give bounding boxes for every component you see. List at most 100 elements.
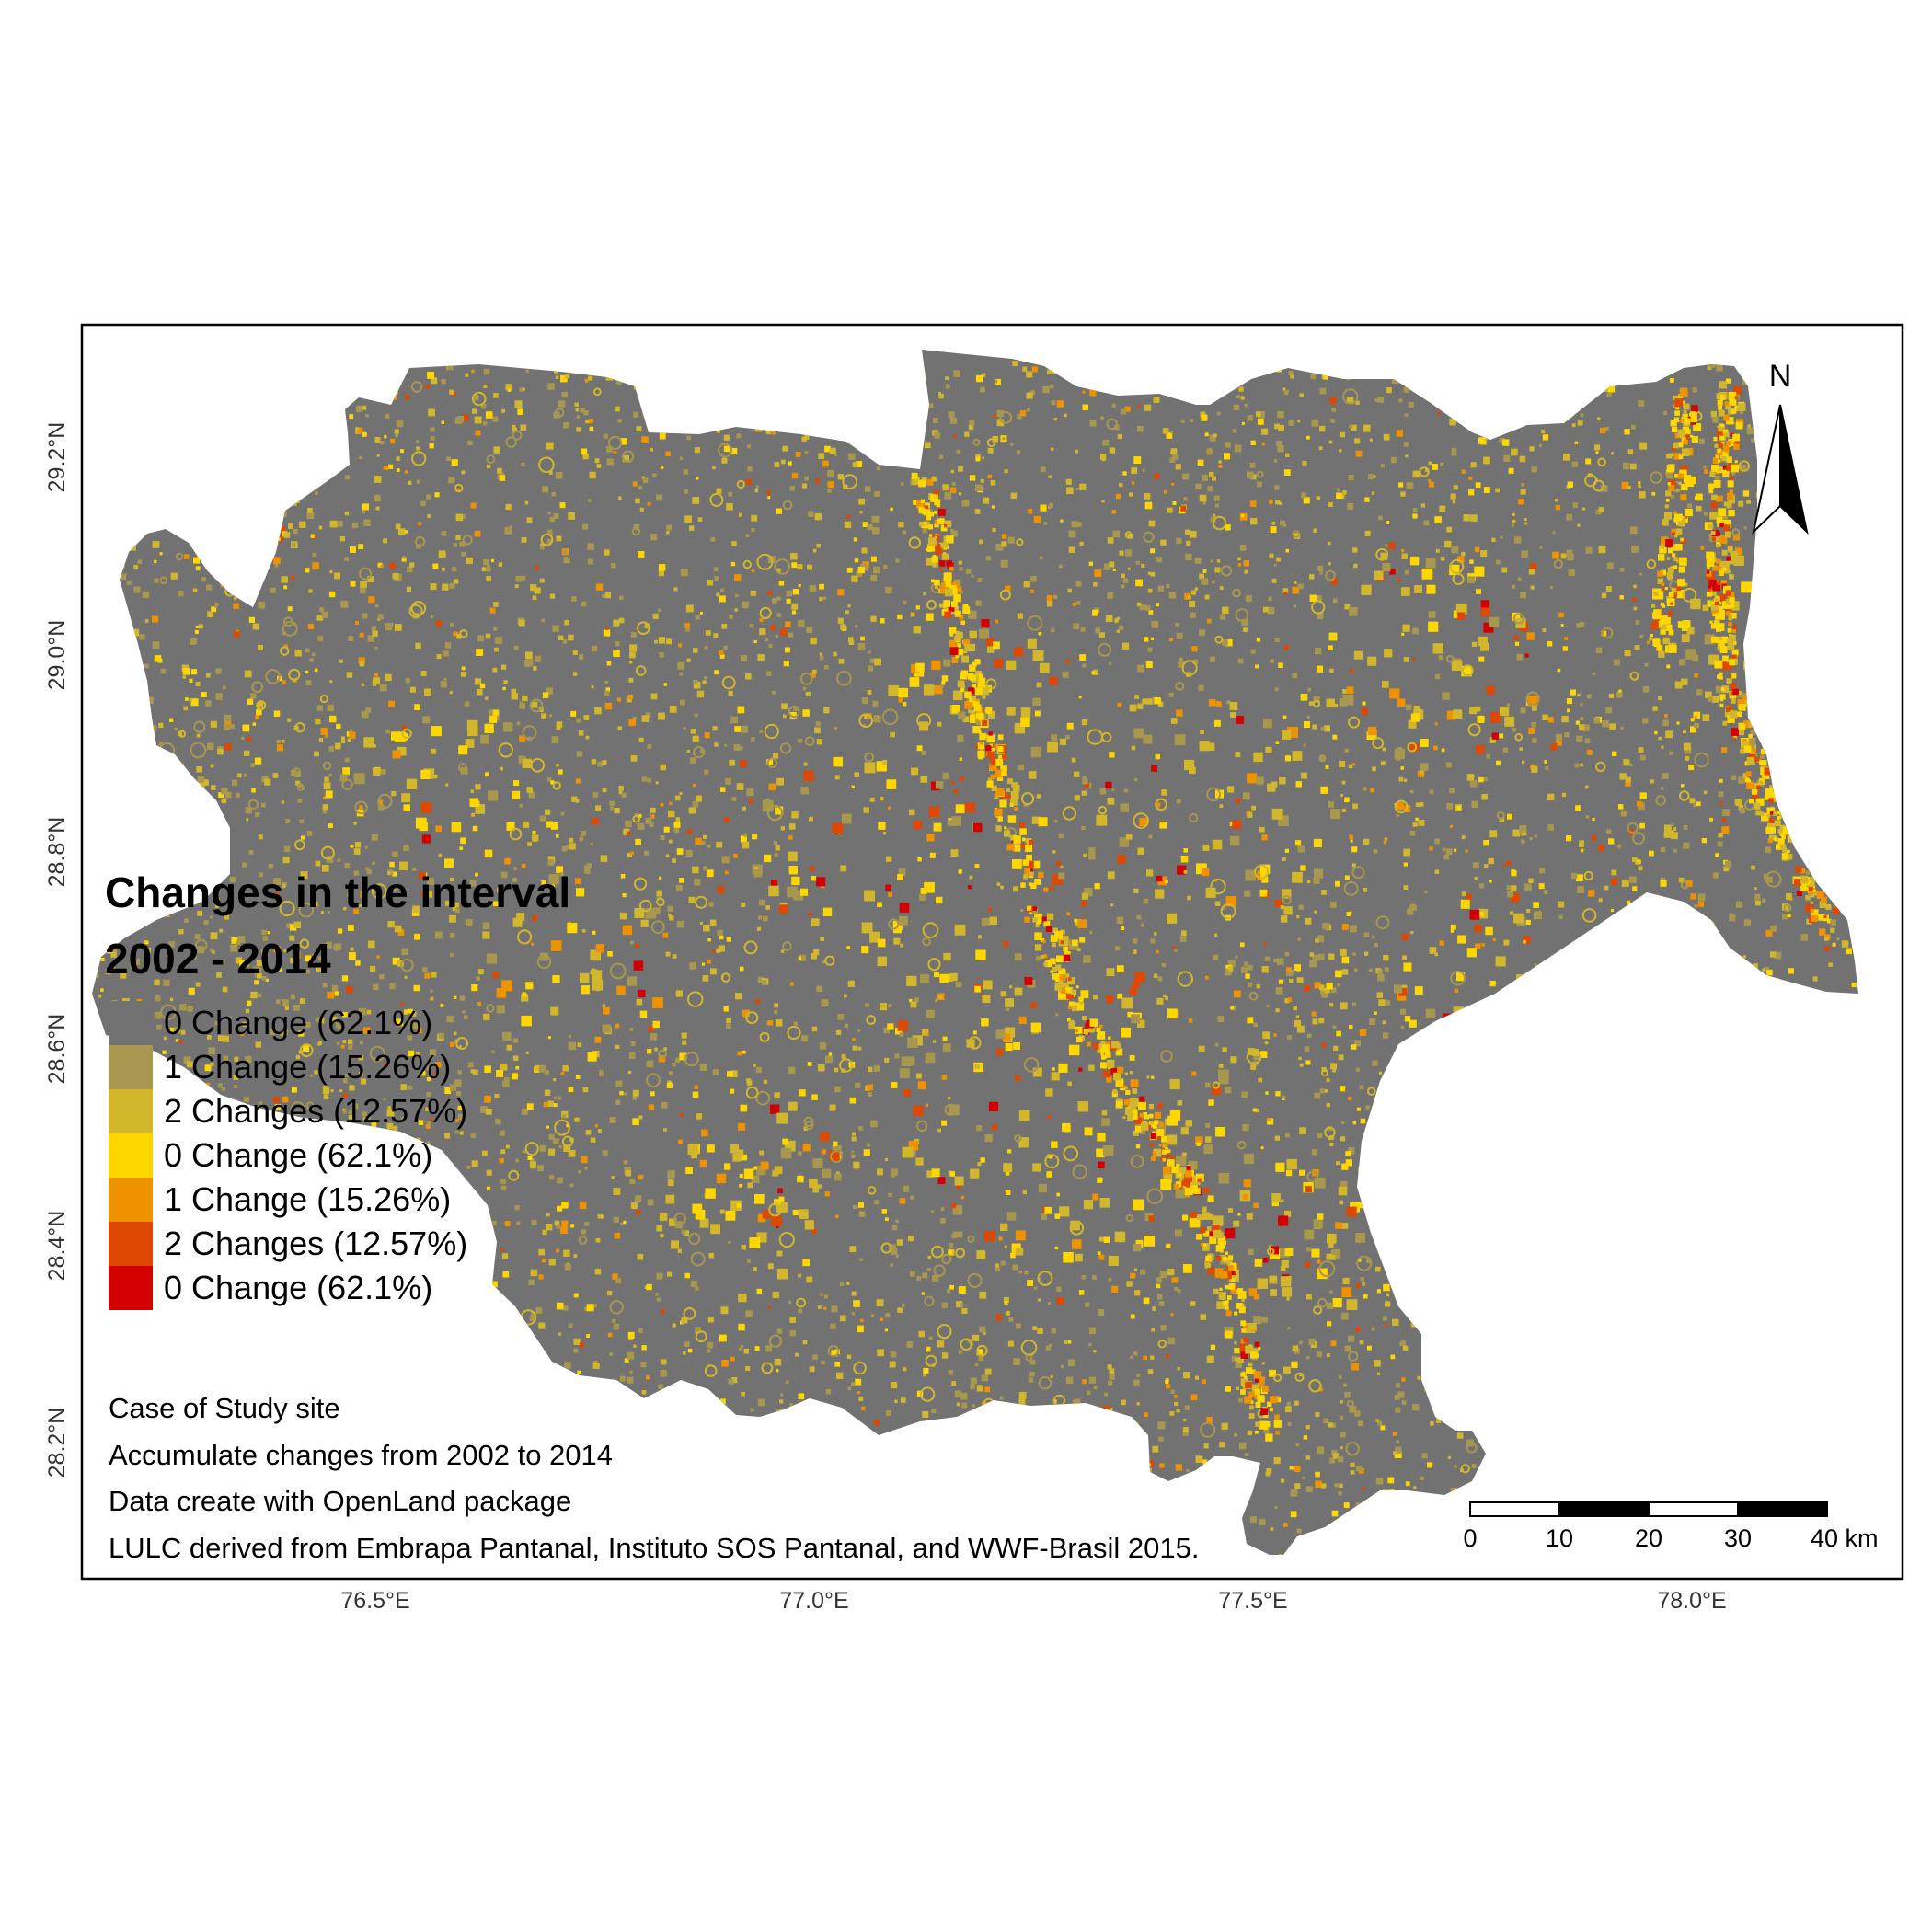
change-pixel bbox=[555, 375, 559, 379]
change-pixel bbox=[668, 839, 673, 844]
change-pixel bbox=[247, 490, 252, 495]
change-pixel bbox=[1083, 853, 1087, 858]
change-pixel bbox=[1287, 997, 1292, 1002]
change-pixel bbox=[1547, 1359, 1553, 1364]
change-pixel bbox=[210, 1062, 214, 1067]
change-pixel bbox=[1643, 1114, 1650, 1121]
change-pixel bbox=[774, 1092, 780, 1098]
change-pixel bbox=[1531, 410, 1538, 418]
change-pixel bbox=[1581, 1561, 1589, 1569]
change-pixel bbox=[193, 832, 200, 838]
change-pixel bbox=[1329, 1457, 1336, 1464]
change-pixel bbox=[628, 719, 636, 727]
change-pixel bbox=[490, 1398, 498, 1406]
change-pixel bbox=[811, 1228, 817, 1234]
change-pixel bbox=[144, 663, 149, 669]
change-pixel bbox=[984, 1133, 993, 1143]
change-pixel bbox=[1547, 793, 1555, 801]
change-pixel bbox=[305, 969, 310, 974]
change-pixel bbox=[1501, 1455, 1506, 1459]
change-pixel bbox=[899, 1068, 910, 1079]
change-pixel bbox=[1572, 1066, 1577, 1071]
change-pixel bbox=[1171, 1277, 1178, 1283]
change-pixel bbox=[1809, 592, 1814, 598]
change-pixel bbox=[685, 604, 694, 613]
change-pixel bbox=[685, 1475, 693, 1482]
change-pixel bbox=[1321, 991, 1328, 998]
change-pixel bbox=[631, 632, 637, 638]
change-pixel bbox=[1481, 794, 1488, 800]
change-pixel bbox=[422, 716, 431, 724]
change-pixel bbox=[1213, 495, 1220, 501]
change-pixel bbox=[966, 1039, 975, 1048]
change-pixel bbox=[1192, 659, 1199, 665]
change-pixel bbox=[1348, 475, 1354, 480]
change-pixel bbox=[126, 368, 132, 375]
change-pixel bbox=[1475, 744, 1485, 754]
change-pixel bbox=[996, 409, 1005, 418]
change-pixel bbox=[1442, 1288, 1447, 1294]
change-pixel bbox=[672, 954, 677, 959]
change-pixel bbox=[1362, 1487, 1365, 1490]
change-pixel bbox=[1328, 801, 1334, 808]
change-pixel bbox=[1489, 361, 1495, 368]
change-pixel bbox=[740, 1104, 748, 1112]
change-pixel bbox=[742, 601, 749, 609]
change-pixel bbox=[513, 780, 520, 787]
change-pixel bbox=[676, 920, 684, 928]
change-pixel bbox=[379, 1317, 384, 1322]
change-pixel bbox=[1099, 1024, 1103, 1029]
change-pixel bbox=[1819, 1401, 1824, 1408]
change-pixel bbox=[989, 916, 997, 925]
change-pixel bbox=[402, 725, 408, 730]
change-pixel bbox=[920, 888, 927, 894]
change-pixel bbox=[357, 427, 363, 433]
change-pixel bbox=[1591, 1149, 1596, 1156]
change-pixel bbox=[707, 1408, 714, 1414]
change-pixel bbox=[1016, 1438, 1019, 1442]
change-pixel bbox=[638, 485, 642, 490]
change-pixel bbox=[949, 487, 957, 494]
change-pixel bbox=[1252, 1108, 1257, 1112]
change-pixel bbox=[1769, 1374, 1774, 1379]
change-pixel bbox=[1461, 891, 1466, 896]
change-pixel bbox=[387, 622, 394, 628]
change-pixel bbox=[1697, 893, 1706, 902]
change-pixel bbox=[1850, 997, 1856, 1004]
change-pixel bbox=[343, 907, 347, 911]
change-pixel bbox=[455, 1119, 459, 1122]
change-pixel bbox=[130, 657, 136, 662]
change-pixel bbox=[442, 583, 449, 591]
change-pixel bbox=[1514, 1123, 1521, 1130]
change-pixel bbox=[1325, 765, 1329, 769]
change-pixel bbox=[1580, 622, 1585, 627]
change-pixel bbox=[856, 570, 863, 577]
change-pixel bbox=[430, 583, 437, 591]
change-pixel bbox=[1595, 451, 1599, 454]
change-pixel bbox=[974, 509, 981, 514]
change-pixel bbox=[1225, 1228, 1236, 1239]
change-pixel bbox=[1114, 424, 1120, 431]
change-pixel bbox=[1348, 1147, 1355, 1155]
change-pixel bbox=[1157, 1421, 1166, 1430]
change-pixel bbox=[282, 1096, 289, 1103]
change-pixel bbox=[1370, 788, 1375, 793]
change-pixel bbox=[926, 1346, 931, 1352]
change-pixel bbox=[401, 1117, 406, 1121]
change-pixel bbox=[1020, 909, 1024, 913]
change-pixel bbox=[614, 1451, 619, 1456]
change-pixel bbox=[166, 362, 172, 368]
change-pixel bbox=[1326, 1253, 1333, 1260]
change-pixel bbox=[1577, 420, 1583, 426]
change-pixel bbox=[714, 670, 719, 675]
change-pixel bbox=[1142, 1508, 1148, 1514]
change-pixel bbox=[1337, 983, 1340, 987]
change-pixel bbox=[1769, 1257, 1775, 1262]
change-pixel bbox=[392, 1317, 399, 1325]
change-pixel bbox=[139, 763, 143, 766]
change-pixel bbox=[658, 1055, 666, 1063]
change-pixel bbox=[1425, 1008, 1436, 1018]
change-pixel bbox=[622, 925, 633, 936]
change-pixel bbox=[433, 360, 437, 363]
change-pixel bbox=[1257, 1278, 1269, 1289]
